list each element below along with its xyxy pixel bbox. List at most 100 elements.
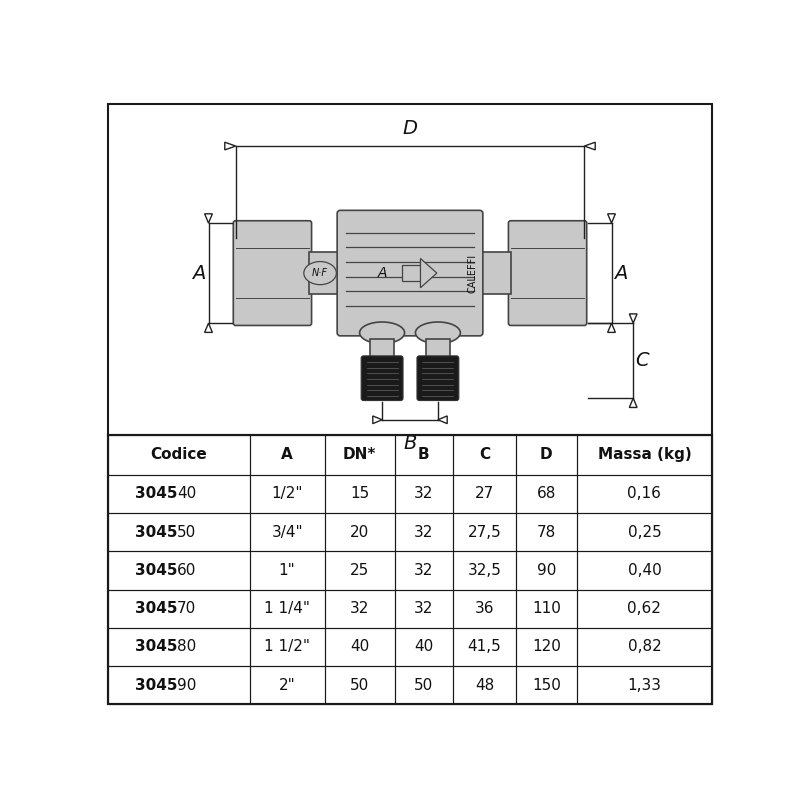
Bar xyxy=(394,435,453,475)
Bar xyxy=(453,475,516,513)
Bar xyxy=(453,590,516,628)
Bar xyxy=(426,339,450,358)
Text: 3045: 3045 xyxy=(134,525,177,540)
Bar xyxy=(108,590,250,628)
Text: 27: 27 xyxy=(474,486,494,502)
Bar xyxy=(108,551,250,590)
Text: 3/4": 3/4" xyxy=(271,525,303,540)
Bar xyxy=(577,551,712,590)
Text: 40: 40 xyxy=(350,639,370,654)
Bar xyxy=(516,513,577,551)
Text: 3045: 3045 xyxy=(134,563,177,578)
FancyBboxPatch shape xyxy=(361,356,403,401)
FancyBboxPatch shape xyxy=(417,356,459,401)
Text: A: A xyxy=(193,264,206,282)
FancyBboxPatch shape xyxy=(310,252,340,294)
Text: 32: 32 xyxy=(414,563,434,578)
Text: D: D xyxy=(402,119,418,138)
Bar xyxy=(577,513,712,551)
Bar xyxy=(108,435,712,704)
Text: 50: 50 xyxy=(414,678,433,693)
Bar xyxy=(250,513,325,551)
Text: 0,82: 0,82 xyxy=(627,639,662,654)
Bar xyxy=(108,435,250,475)
Bar xyxy=(394,551,453,590)
Text: B: B xyxy=(418,447,430,462)
Bar xyxy=(516,551,577,590)
Text: 32: 32 xyxy=(414,525,434,540)
Bar xyxy=(250,666,325,704)
Text: B: B xyxy=(403,434,417,453)
Bar xyxy=(325,551,394,590)
Bar xyxy=(250,435,325,475)
Bar xyxy=(453,628,516,666)
Text: 3045: 3045 xyxy=(134,601,177,616)
FancyBboxPatch shape xyxy=(337,210,483,336)
Text: 0,16: 0,16 xyxy=(627,486,662,502)
Bar xyxy=(250,590,325,628)
Text: A: A xyxy=(282,447,293,462)
Bar xyxy=(370,339,394,358)
Bar xyxy=(453,551,516,590)
Polygon shape xyxy=(421,258,437,288)
Bar xyxy=(108,475,250,513)
Bar xyxy=(325,666,394,704)
Bar xyxy=(394,628,453,666)
Text: Massa (kg): Massa (kg) xyxy=(598,447,691,462)
Text: DN*: DN* xyxy=(343,447,376,462)
Text: 1 1/2": 1 1/2" xyxy=(264,639,310,654)
Text: N·F: N·F xyxy=(312,268,328,278)
Text: 40: 40 xyxy=(177,486,196,502)
Text: 60: 60 xyxy=(177,563,197,578)
Text: 32: 32 xyxy=(350,601,370,616)
Bar xyxy=(250,628,325,666)
Text: 50: 50 xyxy=(177,525,196,540)
Text: C: C xyxy=(479,447,490,462)
Bar xyxy=(325,628,394,666)
Text: 3045: 3045 xyxy=(134,639,177,654)
Text: 50: 50 xyxy=(350,678,370,693)
Text: 0,40: 0,40 xyxy=(627,563,662,578)
Bar xyxy=(394,666,453,704)
Bar xyxy=(577,628,712,666)
Bar xyxy=(325,513,394,551)
Bar xyxy=(577,590,712,628)
Ellipse shape xyxy=(360,322,405,343)
Text: 120: 120 xyxy=(532,639,561,654)
Text: 25: 25 xyxy=(350,563,370,578)
Text: 0,25: 0,25 xyxy=(627,525,662,540)
Text: 1 1/4": 1 1/4" xyxy=(264,601,310,616)
Text: 0,62: 0,62 xyxy=(627,601,662,616)
Text: 78: 78 xyxy=(537,525,556,540)
Text: A: A xyxy=(378,266,387,280)
Bar xyxy=(453,435,516,475)
Bar xyxy=(577,435,712,475)
Bar xyxy=(394,513,453,551)
Bar xyxy=(325,590,394,628)
FancyBboxPatch shape xyxy=(234,221,311,326)
Bar xyxy=(108,666,250,704)
Bar xyxy=(516,628,577,666)
Bar xyxy=(250,551,325,590)
FancyBboxPatch shape xyxy=(480,252,510,294)
Bar xyxy=(453,666,516,704)
Text: 3045: 3045 xyxy=(134,486,177,502)
Bar xyxy=(516,666,577,704)
Text: 32,5: 32,5 xyxy=(467,563,502,578)
Text: C: C xyxy=(636,351,650,370)
Text: 41,5: 41,5 xyxy=(467,639,502,654)
Bar xyxy=(516,590,577,628)
Text: D: D xyxy=(540,447,553,462)
Ellipse shape xyxy=(415,322,460,343)
Ellipse shape xyxy=(304,262,336,285)
Bar xyxy=(108,513,250,551)
Text: 36: 36 xyxy=(474,601,494,616)
FancyBboxPatch shape xyxy=(509,221,586,326)
Bar xyxy=(577,666,712,704)
Bar xyxy=(325,435,394,475)
Text: 32: 32 xyxy=(414,486,434,502)
Text: CALEFFI: CALEFFI xyxy=(467,254,477,293)
Text: 3045: 3045 xyxy=(134,678,177,693)
Text: 68: 68 xyxy=(537,486,556,502)
Text: 110: 110 xyxy=(532,601,561,616)
